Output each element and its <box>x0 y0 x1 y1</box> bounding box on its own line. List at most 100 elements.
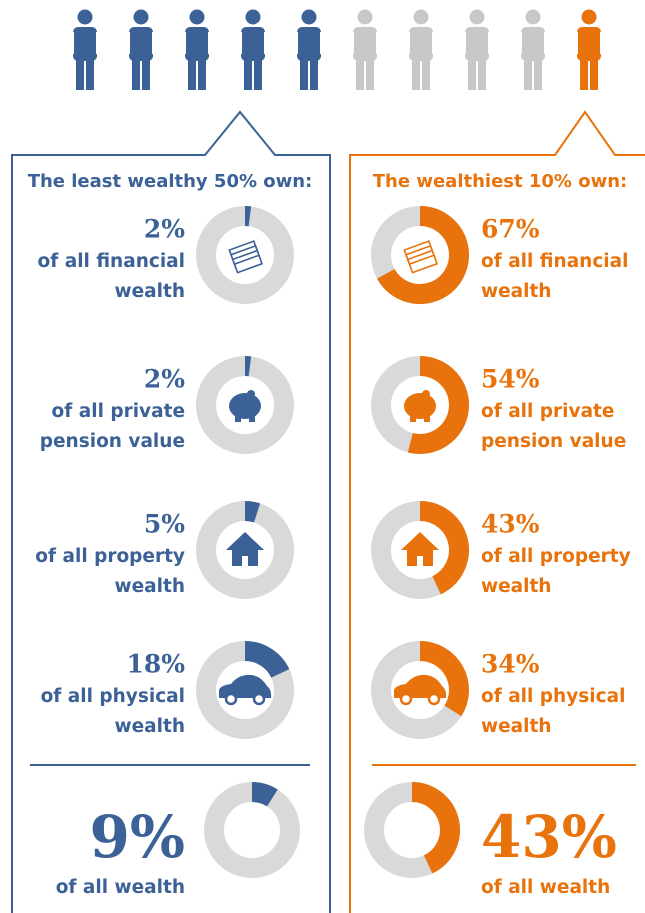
donut-segment <box>411 782 460 874</box>
person-leg <box>366 55 374 90</box>
person-gap <box>464 32 466 54</box>
person-gap <box>296 32 298 54</box>
person-leg <box>300 55 308 90</box>
person-body <box>577 27 601 61</box>
person-head <box>245 9 261 25</box>
right-panel-border <box>349 110 645 913</box>
person-gap <box>576 32 578 54</box>
person-gap <box>128 32 130 54</box>
left-title: The least wealthy 50% own: <box>28 171 313 192</box>
person-icon <box>72 9 98 90</box>
person-body <box>465 27 489 61</box>
description: of all physical <box>41 686 185 707</box>
person-leg <box>244 55 252 90</box>
person-leg <box>142 55 150 90</box>
person-gap <box>264 32 266 54</box>
person-leg <box>412 55 420 90</box>
person-gap <box>432 32 434 54</box>
person-icon <box>352 9 378 90</box>
percent-label: 2% <box>144 365 185 394</box>
person-head <box>357 9 373 25</box>
percent-label: 5% <box>144 510 185 539</box>
donut-segment <box>251 782 278 807</box>
description: wealth <box>481 281 551 302</box>
car-wheel <box>252 692 266 706</box>
percent-label: 34% <box>481 650 540 679</box>
person-icon <box>408 9 434 90</box>
money-icon <box>233 254 264 274</box>
description: of all financial <box>481 251 628 272</box>
person-body <box>521 27 545 61</box>
total-description: of all wealth <box>481 877 610 898</box>
person-leg <box>86 55 94 90</box>
person-head <box>469 9 485 25</box>
person-body <box>297 27 321 61</box>
person-head <box>525 9 541 25</box>
right-title: The wealthiest 10% own: <box>373 171 627 192</box>
car-wheel <box>427 692 441 706</box>
person-body <box>353 27 377 61</box>
donut-segment <box>407 356 469 454</box>
piggy-leg <box>410 414 416 422</box>
description: of all private <box>481 401 614 422</box>
person-leg <box>590 55 598 90</box>
person-icon <box>464 9 490 90</box>
donut-track <box>204 782 300 878</box>
piggy-icon <box>404 393 436 419</box>
description: wealth <box>115 716 185 737</box>
total-description: of all wealth <box>56 877 185 898</box>
description: of all private <box>52 401 185 422</box>
person-leg <box>310 55 318 90</box>
person-icon <box>520 9 546 90</box>
person-leg <box>254 55 262 90</box>
donut-segment <box>244 501 261 523</box>
person-body <box>73 27 97 61</box>
left-panel-border <box>11 110 331 913</box>
piggy-leg <box>235 414 241 422</box>
car-icon <box>219 674 272 698</box>
person-leg <box>468 55 476 90</box>
person-gap <box>600 32 602 54</box>
house-icon <box>226 532 264 566</box>
person-head <box>77 9 93 25</box>
person-gap <box>520 32 522 54</box>
person-leg <box>188 55 196 90</box>
person-gap <box>408 32 410 54</box>
person-leg <box>132 55 140 90</box>
description: pension value <box>481 431 626 452</box>
person-head <box>301 9 317 25</box>
percent-label: 43% <box>481 510 540 539</box>
person-gap <box>184 32 186 54</box>
percent-label: 67% <box>481 215 540 244</box>
description: pension value <box>40 431 185 452</box>
person-body <box>185 27 209 61</box>
piggy-leg <box>424 414 430 422</box>
piggy-leg <box>249 414 255 422</box>
car-wheel <box>224 692 238 706</box>
person-leg <box>422 55 430 90</box>
percent-label: 2% <box>144 215 185 244</box>
person-gap <box>72 32 74 54</box>
total-percent: 43% <box>481 803 617 871</box>
description: of all physical <box>481 686 625 707</box>
car-wheel <box>399 692 413 706</box>
description: wealth <box>481 576 551 597</box>
person-head <box>413 9 429 25</box>
percent-label: 18% <box>126 650 185 679</box>
person-leg <box>356 55 364 90</box>
percent-label: 54% <box>481 365 540 394</box>
piggy-ear <box>247 390 255 398</box>
description: wealth <box>481 716 551 737</box>
person-gap <box>320 32 322 54</box>
person-leg <box>198 55 206 90</box>
donut-segment <box>377 206 469 304</box>
description: of all property <box>481 546 631 567</box>
description: wealth <box>115 281 185 302</box>
person-icon <box>296 9 322 90</box>
person-body <box>409 27 433 61</box>
piggy-icon <box>229 393 261 419</box>
person-gap <box>544 32 546 54</box>
person-leg <box>478 55 486 90</box>
